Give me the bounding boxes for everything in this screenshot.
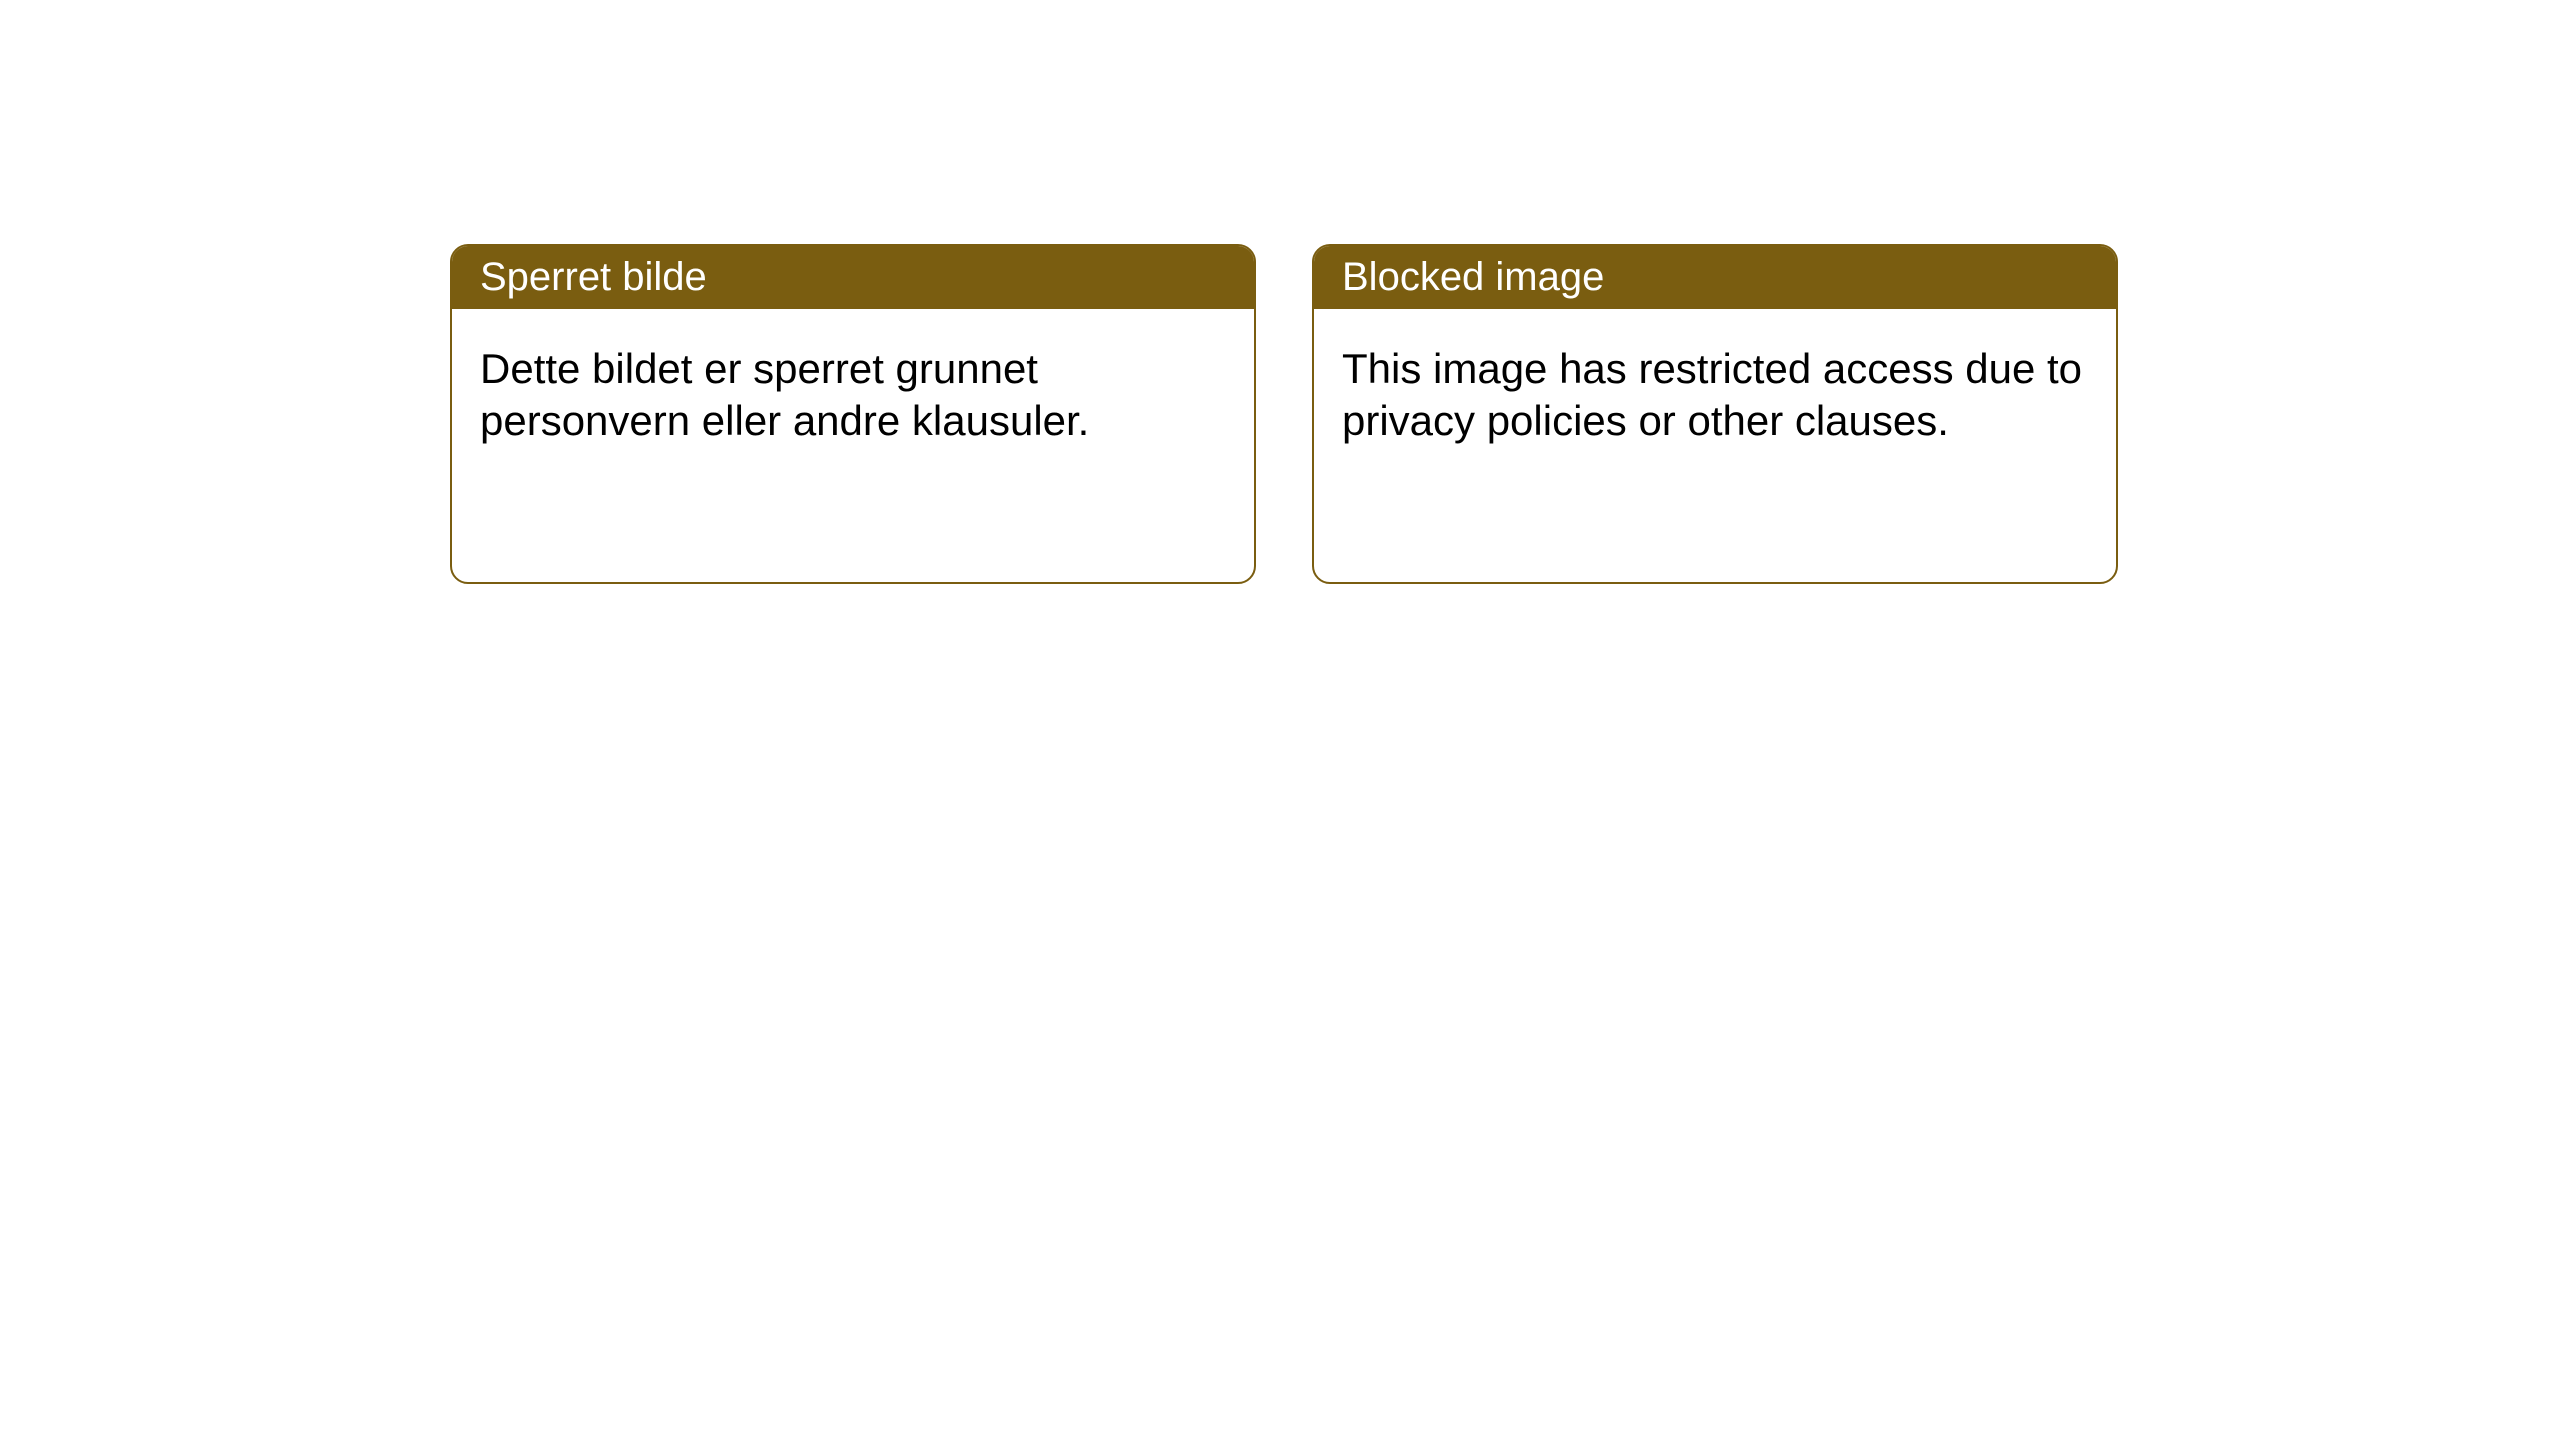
blocked-image-notices: Sperret bilde Dette bildet er sperret gr…	[450, 244, 2118, 584]
card-body-english: This image has restricted access due to …	[1314, 309, 2116, 475]
card-header-norwegian: Sperret bilde	[452, 246, 1254, 309]
card-body-norwegian: Dette bildet er sperret grunnet personve…	[452, 309, 1254, 475]
card-english: Blocked image This image has restricted …	[1312, 244, 2118, 584]
card-header-english: Blocked image	[1314, 246, 2116, 309]
card-norwegian: Sperret bilde Dette bildet er sperret gr…	[450, 244, 1256, 584]
